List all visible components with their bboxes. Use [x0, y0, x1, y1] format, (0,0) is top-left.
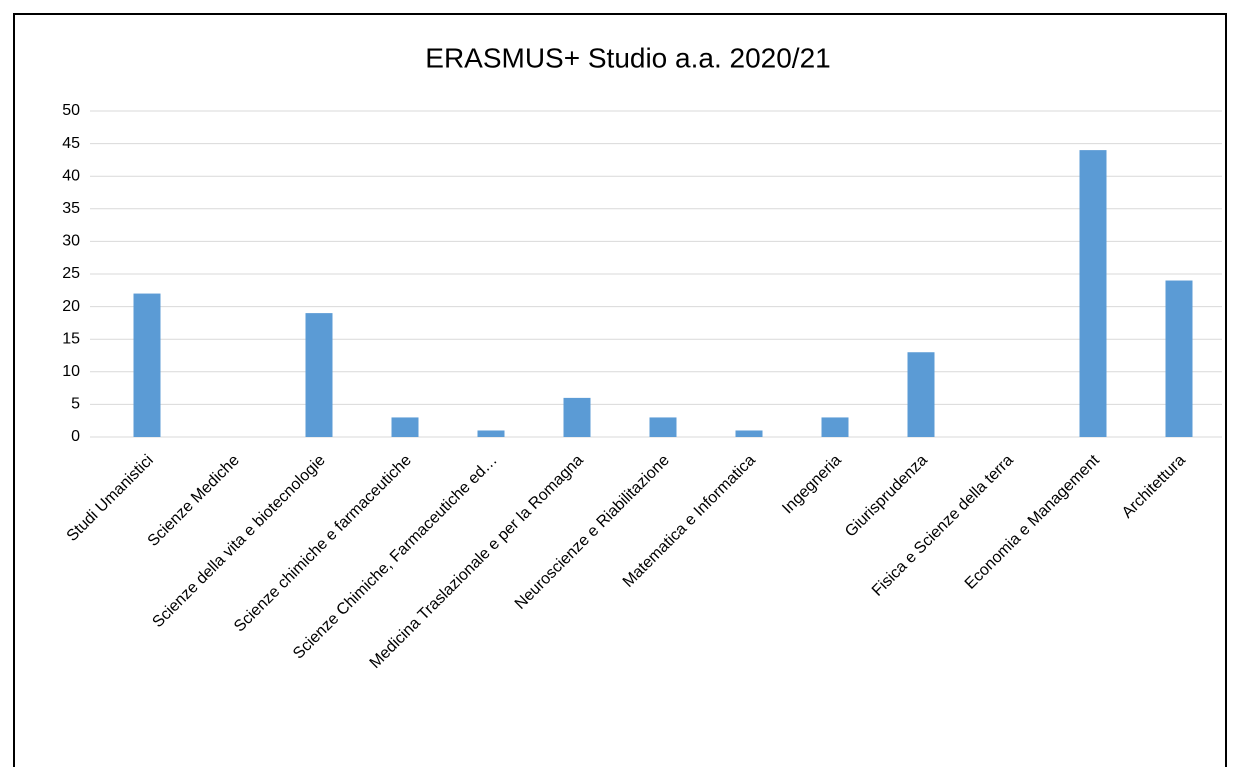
- bar: [1165, 280, 1193, 437]
- bar: [305, 313, 333, 437]
- y-tick-label: 30: [62, 233, 80, 250]
- y-tick-label: 5: [71, 396, 80, 413]
- chart-border: [13, 13, 1227, 772]
- y-tick-label: 10: [62, 363, 80, 380]
- y-tick-label: 45: [62, 135, 80, 152]
- bar: [821, 417, 849, 437]
- bar: [735, 430, 763, 437]
- bar: [1079, 150, 1107, 437]
- y-tick-label: 15: [62, 330, 80, 347]
- bar: [907, 352, 935, 437]
- y-tick-label: 0: [71, 428, 80, 445]
- y-tick-label: 40: [62, 167, 80, 184]
- y-tick-label: 20: [62, 298, 80, 315]
- bar: [563, 397, 591, 437]
- bar: [477, 430, 505, 437]
- bar: [649, 417, 677, 437]
- bar: [391, 417, 419, 437]
- y-tick-label: 25: [62, 265, 80, 282]
- chart-title: ERASMUS+ Studio a.a. 2020/21: [425, 42, 830, 73]
- bar: [133, 293, 161, 437]
- y-tick-label: 50: [62, 102, 80, 119]
- y-tick-label: 35: [62, 200, 80, 217]
